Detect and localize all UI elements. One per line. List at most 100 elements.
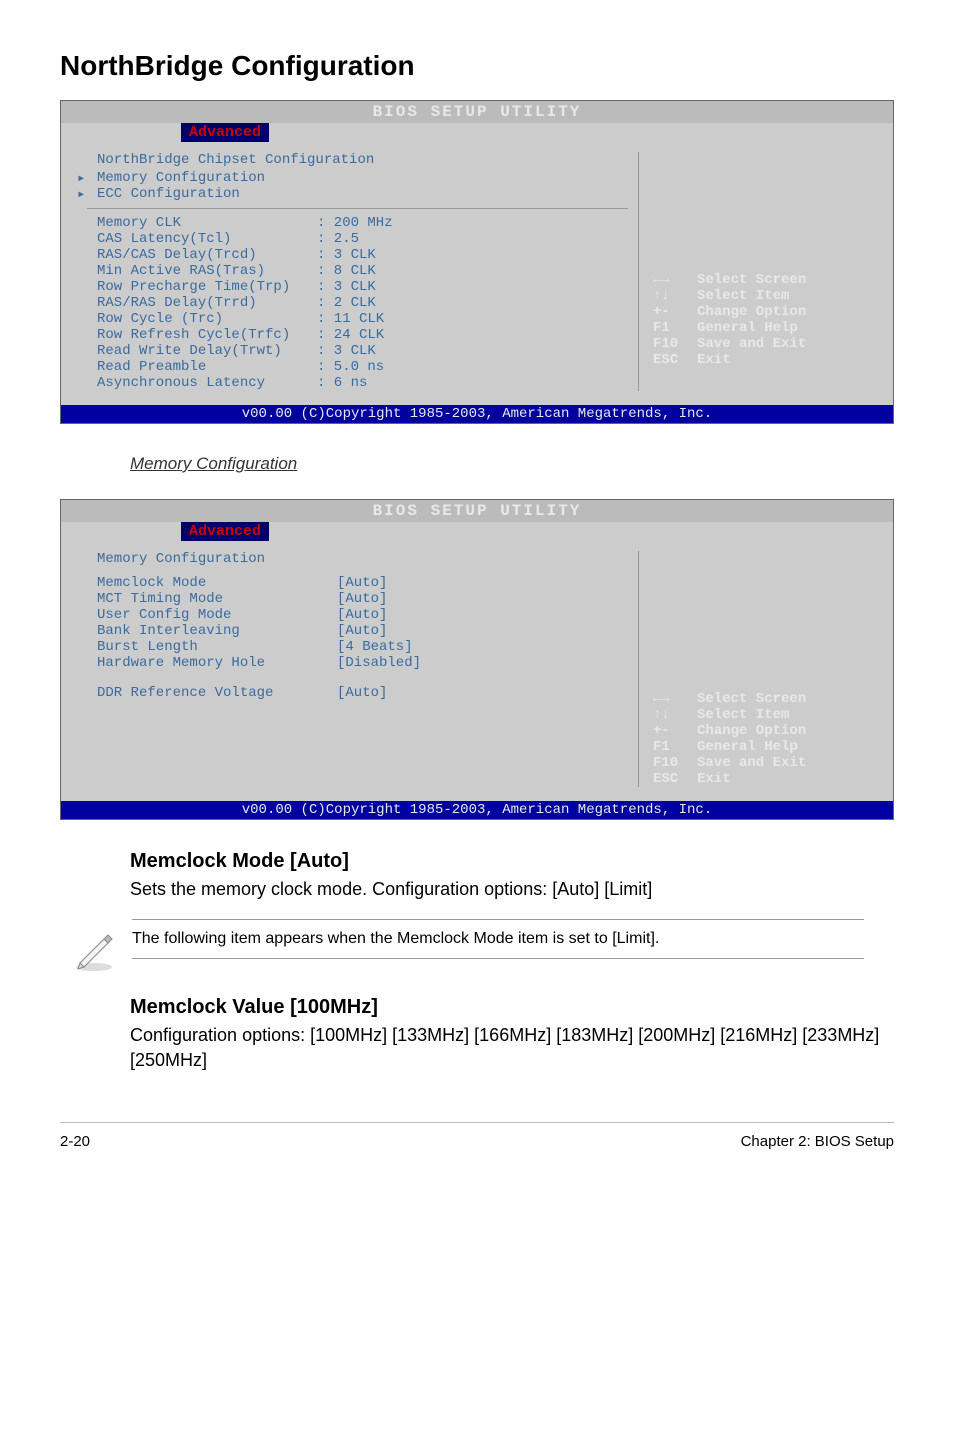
desc: Select Item [697, 288, 789, 304]
value: : 3 CLK [317, 279, 376, 295]
chapter-title: Chapter 2: BIOS Setup [741, 1133, 894, 1150]
key: ←→ [653, 691, 697, 707]
row-hardware-memory-hole[interactable]: Hardware Memory Hole[Disabled] [97, 655, 628, 671]
value: : 6 ns [317, 375, 367, 391]
row-memclock-mode[interactable]: Memclock Mode[Auto] [97, 575, 628, 591]
label: Memory CLK [97, 215, 317, 231]
key: ↑↓ [653, 707, 697, 723]
legend-select-item: ↑↓Select Item [653, 288, 893, 304]
row-burst-length[interactable]: Burst Length[4 Beats] [97, 639, 628, 655]
ecc-configuration-item[interactable]: ECC Configuration [77, 186, 628, 202]
bios-title: BIOS SETUP UTILITY [61, 101, 893, 121]
desc: General Help [697, 320, 798, 336]
label: Asynchronous Latency [97, 375, 317, 391]
key: ESC [653, 771, 697, 787]
value: [Auto] [337, 685, 387, 701]
value: : 11 CLK [317, 311, 384, 327]
label: Hardware Memory Hole [97, 655, 337, 671]
memory-config-bios-panel: BIOS SETUP UTILITY Advanced Memory Confi… [60, 499, 894, 820]
memclock-value-heading: Memclock Value [100MHz] [130, 996, 894, 1019]
memclock-mode-text: Sets the memory clock mode. Configuratio… [130, 877, 894, 901]
value: : 24 CLK [317, 327, 384, 343]
key: +- [653, 723, 697, 739]
bios-right-pane: ←→Select Screen ↑↓Select Item +-Change O… [638, 152, 893, 391]
memclock-value-text: Configuration options: [100MHz] [133MHz]… [130, 1023, 894, 1072]
tab-advanced[interactable]: Advanced [181, 123, 269, 142]
key: F1 [653, 320, 697, 336]
row-user-config-mode[interactable]: User Config Mode[Auto] [97, 607, 628, 623]
row-ras-cas-delay: RAS/CAS Delay(Trcd): 3 CLK [97, 247, 628, 263]
label: Row Cycle (Trc) [97, 311, 317, 327]
bios-left-pane: Memory Configuration Memclock Mode[Auto]… [61, 551, 638, 787]
label: Row Precharge Time(Trp) [97, 279, 317, 295]
desc: Select Screen [697, 691, 806, 707]
row-read-preamble: Read Preamble: 5.0 ns [97, 359, 628, 375]
key: ESC [653, 352, 697, 368]
tab-advanced[interactable]: Advanced [181, 522, 269, 541]
memclock-mode-heading: Memclock Mode [Auto] [130, 850, 894, 873]
bios-title: BIOS SETUP UTILITY [61, 500, 893, 520]
northbridge-bios-panel: BIOS SETUP UTILITY Advanced NorthBridge … [60, 100, 894, 424]
row-bank-interleaving[interactable]: Bank Interleaving[Auto] [97, 623, 628, 639]
label: RAS/CAS Delay(Trcd) [97, 247, 317, 263]
memory-configuration-subtitle: Memory Configuration [130, 454, 894, 474]
desc: Save and Exit [697, 755, 806, 771]
desc: Select Screen [697, 272, 806, 288]
legend-save-exit: F10Save and Exit [653, 336, 893, 352]
bios-copyright-footer: v00.00 (C)Copyright 1985-2003, American … [61, 405, 893, 423]
desc: Change Option [697, 723, 806, 739]
legend-general-help: F1General Help [653, 739, 893, 755]
key: +- [653, 304, 697, 320]
row-cas-latency: CAS Latency(Tcl): 2.5 [97, 231, 628, 247]
desc: Exit [697, 771, 731, 787]
desc: Save and Exit [697, 336, 806, 352]
memory-configuration-item[interactable]: Memory Configuration [77, 170, 628, 186]
value: : 8 CLK [317, 263, 376, 279]
row-mct-timing-mode[interactable]: MCT Timing Mode[Auto] [97, 591, 628, 607]
label: Read Write Delay(Trwt) [97, 343, 317, 359]
desc: General Help [697, 739, 798, 755]
key: F10 [653, 336, 697, 352]
legend-change-option: +-Change Option [653, 723, 893, 739]
value: : 2 CLK [317, 295, 376, 311]
value: [4 Beats] [337, 639, 413, 655]
value: : 5.0 ns [317, 359, 384, 375]
legend-exit: ESCExit [653, 352, 893, 368]
key: ←→ [653, 272, 697, 288]
bios-copyright-footer: v00.00 (C)Copyright 1985-2003, American … [61, 801, 893, 819]
legend-select-item: ↑↓Select Item [653, 707, 893, 723]
value: : 2.5 [317, 231, 359, 247]
row-ddr-reference-voltage[interactable]: DDR Reference Voltage[Auto] [97, 685, 628, 701]
label: Min Active RAS(Tras) [97, 263, 317, 279]
legend-exit: ESCExit [653, 771, 893, 787]
row-ras-ras-delay: RAS/RAS Delay(Trrd): 2 CLK [97, 295, 628, 311]
value: [Auto] [337, 623, 387, 639]
value: : 3 CLK [317, 247, 376, 263]
pencil-icon [70, 919, 122, 978]
row-async-latency: Asynchronous Latency: 6 ns [97, 375, 628, 391]
nb-chipset-header: NorthBridge Chipset Configuration [97, 152, 628, 168]
value: [Auto] [337, 591, 387, 607]
label: User Config Mode [97, 607, 337, 623]
main-title: NorthBridge Configuration [60, 50, 894, 82]
row-refresh-cycle: Row Refresh Cycle(Trfc): 24 CLK [97, 327, 628, 343]
value: : 3 CLK [317, 343, 376, 359]
desc: Select Item [697, 707, 789, 723]
legend-change-option: +-Change Option [653, 304, 893, 320]
label: CAS Latency(Tcl) [97, 231, 317, 247]
value: [Auto] [337, 575, 387, 591]
label: Row Refresh Cycle(Trfc) [97, 327, 317, 343]
label: DDR Reference Voltage [97, 685, 337, 701]
key: ↑↓ [653, 288, 697, 304]
row-min-active-ras: Min Active RAS(Tras): 8 CLK [97, 263, 628, 279]
desc: Change Option [697, 304, 806, 320]
legend-general-help: F1General Help [653, 320, 893, 336]
legend-select-screen: ←→Select Screen [653, 272, 893, 288]
bios-left-pane: NorthBridge Chipset Configuration Memory… [61, 152, 638, 391]
label: MCT Timing Mode [97, 591, 337, 607]
memory-config-header: Memory Configuration [97, 551, 628, 567]
key: F10 [653, 755, 697, 771]
label: Burst Length [97, 639, 337, 655]
bios-right-pane: ←→Select Screen ↑↓Select Item +-Change O… [638, 551, 893, 787]
row-precharge-time: Row Precharge Time(Trp): 3 CLK [97, 279, 628, 295]
